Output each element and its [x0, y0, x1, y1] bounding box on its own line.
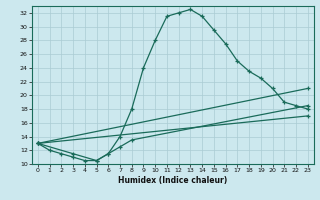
X-axis label: Humidex (Indice chaleur): Humidex (Indice chaleur) — [118, 176, 228, 185]
